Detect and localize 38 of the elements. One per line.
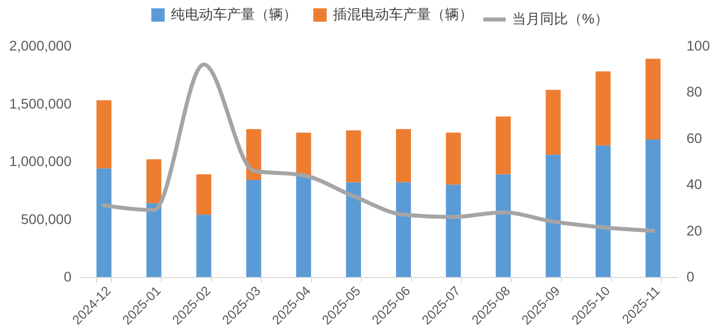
y-tick-label: 1,500,000 [9,95,72,112]
y2-tick-label: 80 [686,84,702,100]
bar [96,100,112,168]
bar [596,71,611,146]
bar [646,58,661,140]
y2-tick-label: 60 [686,130,702,146]
bar [446,184,461,277]
legend-label: 纯电动车产量（辆） [171,6,297,22]
line-series [102,62,656,233]
bar [196,214,212,277]
bar [396,129,411,182]
bar [146,203,162,277]
bar [446,132,461,185]
bar [646,140,661,277]
bar [246,180,262,277]
bar [396,182,411,277]
bar [196,174,212,215]
y2-tick-label: 0 [686,268,694,284]
bar [346,182,362,277]
y2-tick-label: 40 [686,176,702,192]
bar [496,116,511,174]
bar [296,175,312,277]
bar [96,168,112,277]
y-tick-label: 2,000,000 [9,38,72,54]
legend-label: 当月同比（%） [512,10,608,26]
bar [546,90,561,155]
y2-tick-label: 100 [686,38,710,54]
bar [346,130,362,182]
bar [146,159,162,204]
bar [496,174,511,277]
legend-label: 插混电动车产量（辆） [333,6,473,22]
y-tick-label: 0 [64,268,72,284]
y2-tick-label: 20 [686,222,702,238]
bar [296,132,312,176]
y-tick-label: 500,000 [20,210,72,227]
bar [596,145,611,277]
y-tick-label: 1,000,000 [9,153,72,169]
bar [546,154,561,277]
